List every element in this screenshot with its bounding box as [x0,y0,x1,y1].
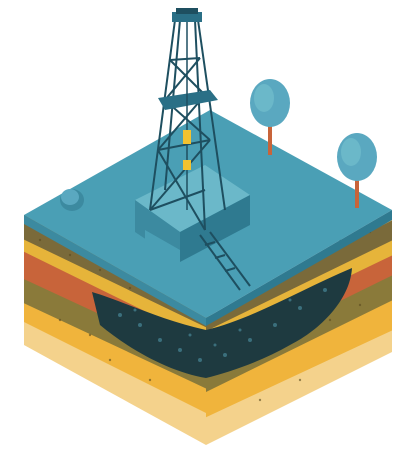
oil-reservoir [92,268,352,378]
tree-back [250,79,290,155]
drill-line [183,22,191,210]
boulder-left [60,189,84,211]
derrick-crown-block [172,8,202,22]
catwalk-ramp [199,231,251,291]
tree-front [337,133,377,208]
derrick-mid-platform [158,90,218,110]
